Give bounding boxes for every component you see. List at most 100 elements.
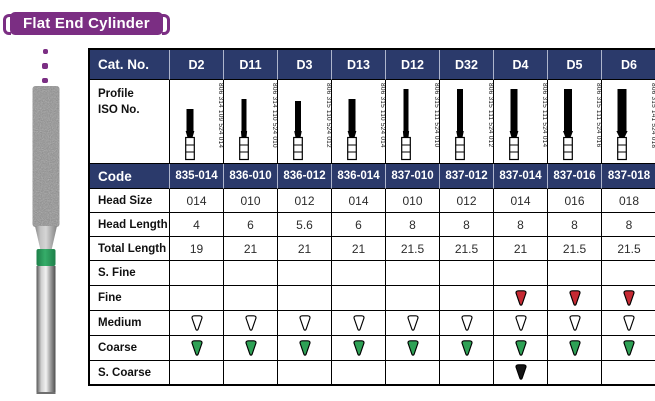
grit-diamond-icon-white xyxy=(190,314,203,331)
grit-cell xyxy=(602,336,655,361)
grit-cell xyxy=(170,336,224,361)
grit-cell xyxy=(602,286,655,311)
column-header: D3 xyxy=(278,50,332,80)
grit-diamond-icon-green xyxy=(406,339,419,356)
column-header: D11 xyxy=(224,50,278,80)
grit-diamond-icon-white xyxy=(568,314,581,331)
grit-diamond-icon-black xyxy=(514,364,527,380)
grit-cell xyxy=(386,311,440,336)
grit-diamond-icon-white xyxy=(244,314,257,331)
spec-cell: 8 xyxy=(494,213,548,237)
iso-number: 806 315 111 524 010 xyxy=(433,83,440,148)
grit-row-label: Medium xyxy=(90,311,170,336)
iso-number: 806 314 110 524 010 xyxy=(271,83,278,148)
grit-cell xyxy=(602,261,655,286)
bur-profile-icon xyxy=(293,101,303,161)
profile-cell: 806 315 110 524 014 xyxy=(332,80,386,164)
grit-diamond-icon-green xyxy=(352,339,365,356)
bur-profile-icon xyxy=(509,89,519,161)
banner-left-ornament-icon xyxy=(3,14,11,35)
grit-cell xyxy=(440,286,494,311)
spec-cell: 8 xyxy=(602,213,655,237)
iso-number: 806 315 110 524 014 xyxy=(379,83,386,148)
catno-header: Cat. No. xyxy=(90,50,170,80)
grit-cell xyxy=(170,311,224,336)
spec-cell: 21 xyxy=(332,237,386,261)
spec-cell: 018 xyxy=(602,189,655,213)
spec-cell: 837-010 xyxy=(386,164,440,189)
grit-cell xyxy=(494,336,548,361)
grit-cell xyxy=(494,361,548,384)
spec-cell: 835-014 xyxy=(170,164,224,189)
grit-row-label: Fine xyxy=(90,286,170,311)
bur-profile-icon xyxy=(455,89,465,161)
grit-row-label: Coarse xyxy=(90,336,170,361)
grit-diamond-icon-green xyxy=(244,339,257,356)
grit-cell xyxy=(494,311,548,336)
iso-number: 806 315 111 524 016 xyxy=(595,83,602,148)
grit-diamond-icon-red xyxy=(514,289,527,306)
category-banner: Flat End Cylinder xyxy=(3,12,170,35)
grit-cell xyxy=(224,361,278,384)
spec-cell: 010 xyxy=(224,189,278,213)
spec-cell: 6 xyxy=(332,213,386,237)
spec-cell: 836-014 xyxy=(332,164,386,189)
grit-diamond-icon-green xyxy=(298,339,311,356)
spec-cell: 014 xyxy=(494,189,548,213)
spec-cell: 836-012 xyxy=(278,164,332,189)
iso-number: 806 315 111 524 012 xyxy=(487,83,494,148)
product-table: Cat. No. D2 D11 D3 D13 D12 D32 D4 D5 D6 Profile ISO… xyxy=(88,48,655,386)
grit-diamond-icon-red xyxy=(623,289,635,306)
column-header: D5 xyxy=(548,50,602,80)
grit-cell xyxy=(278,286,332,311)
bur-profile-icon xyxy=(616,89,628,161)
grit-cell xyxy=(224,261,278,286)
grit-row-label: S. Coarse xyxy=(90,361,170,384)
grit-cell xyxy=(386,286,440,311)
grit-cell xyxy=(602,311,655,336)
banner-right-ornament-icon xyxy=(161,14,170,35)
grit-cell xyxy=(440,336,494,361)
spec-cell: 8 xyxy=(386,213,440,237)
column-header: D32 xyxy=(440,50,494,80)
spec-cell: 21.5 xyxy=(386,237,440,261)
grit-cell xyxy=(386,361,440,384)
grit-cell xyxy=(170,286,224,311)
spec-cell: 837-018 xyxy=(602,164,655,189)
grit-cell xyxy=(548,361,602,384)
spec-cell: 21 xyxy=(224,237,278,261)
grit-diamond-icon-white xyxy=(460,314,473,331)
grit-diamond-icon-red xyxy=(568,289,581,306)
spec-row-label: Head Size xyxy=(90,189,170,213)
spec-cell: 21 xyxy=(494,237,548,261)
profile-cell: 806 315 141 524 018 xyxy=(602,80,655,164)
spec-cell: 010 xyxy=(386,189,440,213)
spec-cell: 012 xyxy=(278,189,332,213)
grit-cell xyxy=(548,336,602,361)
profile-label-line: Profile xyxy=(98,88,134,100)
bur-profile-icon xyxy=(239,99,249,161)
grit-cell xyxy=(332,311,386,336)
column-header: D4 xyxy=(494,50,548,80)
spec-cell: 8 xyxy=(548,213,602,237)
grit-cell xyxy=(440,361,494,384)
grit-cell xyxy=(278,336,332,361)
grit-diamond-icon-green xyxy=(568,339,581,356)
profile-cell: 806 315 111 524 016 xyxy=(548,80,602,164)
profile-cell: 806 315 111 524 012 xyxy=(440,80,494,164)
profile-cell: 806 315 111 524 010 xyxy=(386,80,440,164)
grit-cell xyxy=(386,336,440,361)
grit-cell xyxy=(548,286,602,311)
spec-cell: 19 xyxy=(170,237,224,261)
grit-cell xyxy=(224,336,278,361)
bur-profile-icon xyxy=(185,109,195,161)
grit-cell xyxy=(602,361,655,384)
grit-cell xyxy=(548,311,602,336)
spec-cell: 21.5 xyxy=(440,237,494,261)
grit-cell xyxy=(440,261,494,286)
spec-cell: 014 xyxy=(332,189,386,213)
grit-cell xyxy=(386,261,440,286)
bur-profile-icon xyxy=(563,89,573,161)
column-header: D12 xyxy=(386,50,440,80)
